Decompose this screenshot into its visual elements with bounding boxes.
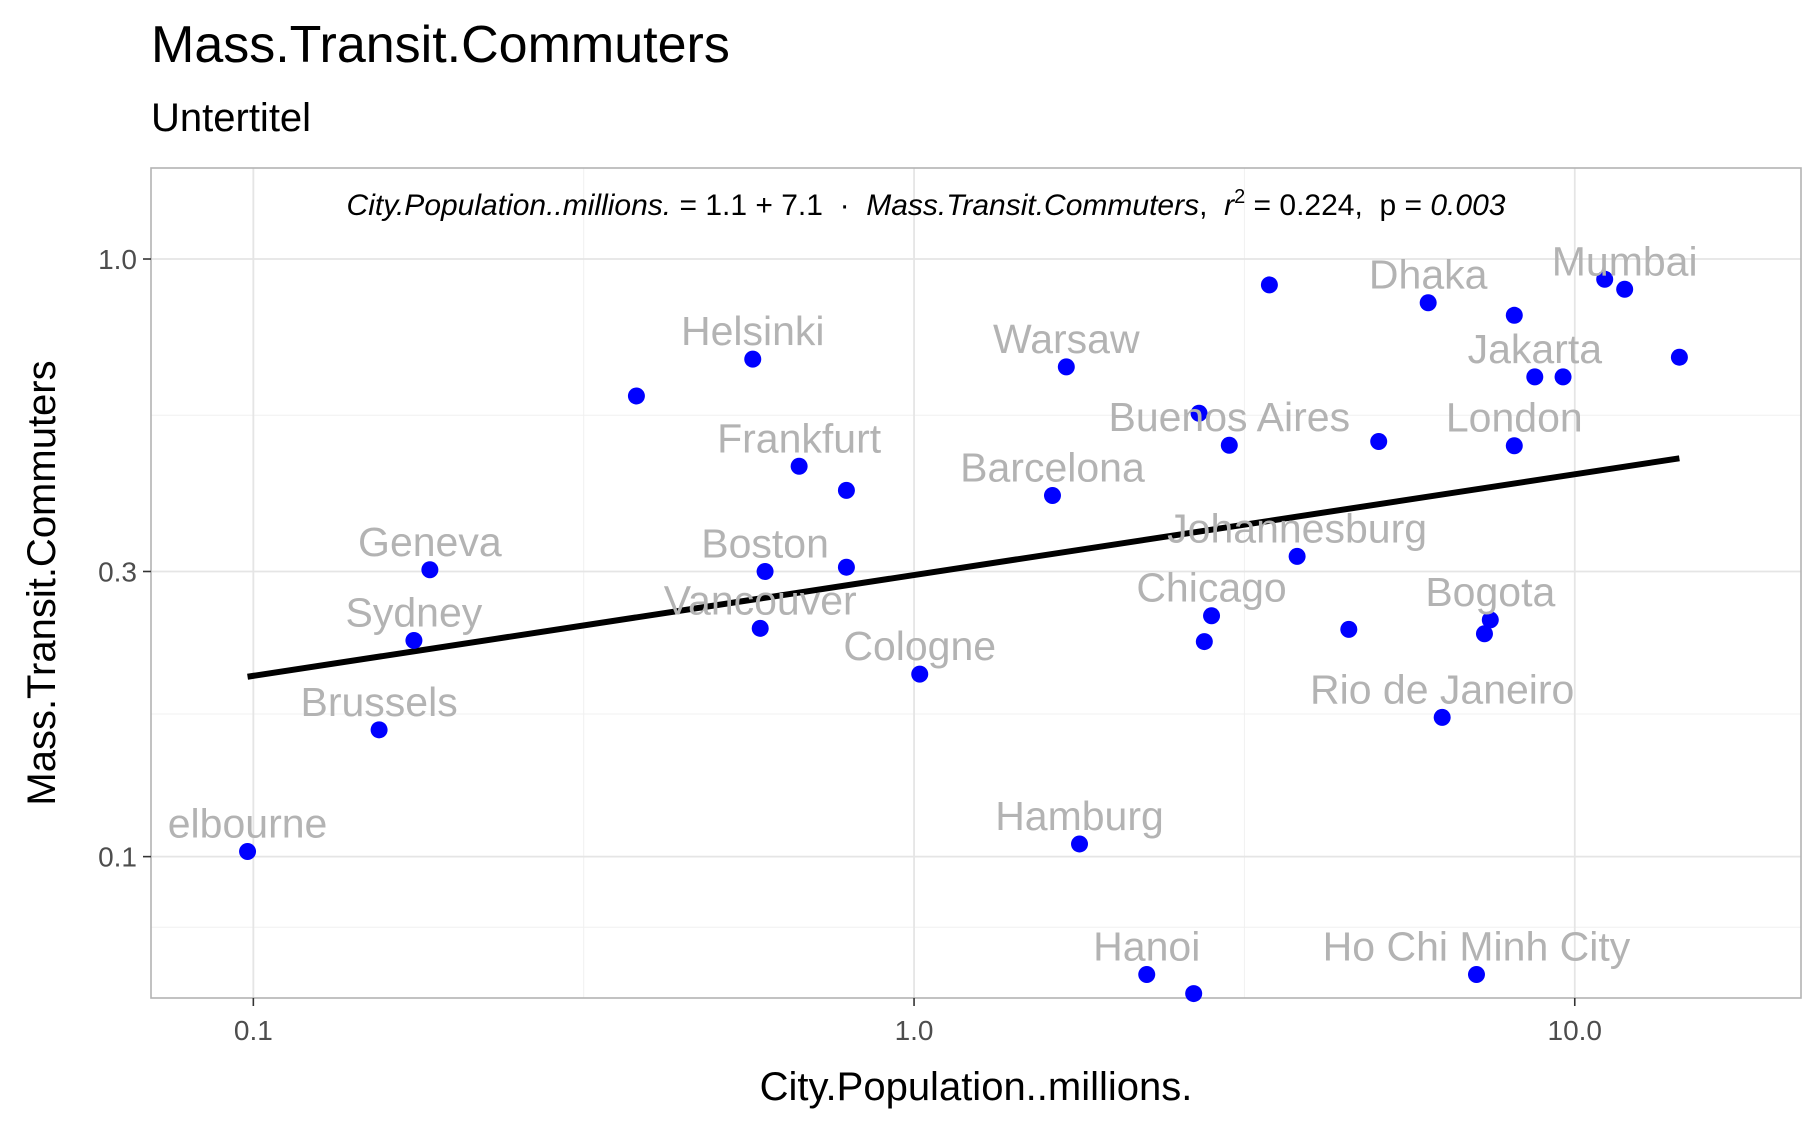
point-label: Bogota [1425,569,1555,615]
data-point [1481,611,1499,629]
point-label: Warsaw [993,316,1140,362]
point-label: Ho Chi Minh City [1323,923,1631,969]
point-label: Hanoi [1093,923,1200,969]
data-point [751,619,769,637]
data-point [1203,607,1221,625]
regression-annotation: City.Population..millions. = 1.1 + 7.1 ·… [347,186,1506,222]
point-label: Johannesburg [1167,505,1427,551]
point-label: Jakarta [1468,326,1603,372]
annotation-equation: = 1.1 + 7.1 · [671,189,866,222]
grid-major [151,168,1801,998]
point-label: Geneva [358,519,502,565]
point-label: Vancouver [664,577,857,623]
data-point [1288,547,1306,565]
grid-minor [151,168,1801,998]
annotation-p-value: 0.003 [1430,189,1505,222]
y-axis-title: Mass.Transit.Commuters [20,360,64,805]
plot-border [150,167,1802,999]
point-label: Chicago [1136,565,1286,611]
data-point [790,457,808,475]
y-tick-label: 0.3 [98,556,137,587]
data-point [837,558,855,576]
point-label: Cologne [843,623,996,669]
y-axis: 0.1 0.3 1.0 [98,244,151,873]
annotation-r-symbol: r [1224,189,1235,222]
data-point [911,665,929,683]
point-label: Brussels [300,679,457,725]
data-point [1370,433,1388,451]
data-point [1071,835,1089,853]
y-tick-label: 1.0 [98,244,137,275]
data-point [1057,358,1075,376]
annotation-rhs: Mass.Transit.Commuters [866,189,1199,222]
point-label: Helsinki [681,308,825,354]
annotation-separator: , [1199,189,1224,222]
data-point [1554,368,1572,386]
data-point [1190,404,1208,422]
data-point [1616,280,1634,298]
x-tick-label: 0.1 [234,1015,273,1046]
data-point [1475,625,1493,643]
data-point [1043,487,1061,505]
data-point [1138,965,1156,983]
point-labels: elbourne Brussels Sydney Geneva Helsinki Vanc… [168,238,1698,969]
data-point [627,387,645,405]
chart-subtitle: Untertitel [151,96,311,140]
plot-panel [151,168,1801,998]
point-label: Frankfurt [717,415,882,461]
y-tick-label: 0.1 [98,842,137,873]
point-label: Mumbai [1552,238,1698,284]
data-point [1185,985,1203,1003]
data-point [1505,306,1523,324]
point-label: Buenos Aires [1108,394,1350,440]
data-points [239,270,1688,1003]
data-point [1419,294,1437,312]
data-point [1467,965,1485,983]
data-point [405,631,423,649]
data-point [744,350,762,368]
annotation-lhs: City.Population..millions. [347,189,672,222]
point-label: elbourne [168,800,328,846]
point-label: Boston [701,520,829,566]
data-point [837,481,855,499]
point-label: Hamburg [995,793,1164,839]
data-point [1596,270,1614,288]
point-label: Dhaka [1369,252,1488,298]
data-point [1340,620,1358,638]
point-label: London [1446,395,1583,441]
x-axis-title: City.Population..millions. [760,1065,1193,1109]
point-label: Barcelona [960,445,1145,491]
data-point [239,842,257,860]
data-point [1195,633,1213,651]
x-axis: 0.1 1.0 10.0 [234,998,1602,1046]
data-point [421,561,439,579]
point-label: Rio de Janeiro [1310,666,1574,712]
data-point [1526,368,1544,386]
x-tick-label: 1.0 [895,1015,934,1046]
data-point [1260,276,1278,294]
data-point [1220,436,1238,454]
chart-title: Mass.Transit.Commuters [151,16,730,74]
point-label: Sydney [346,589,483,635]
data-point [1670,348,1688,366]
annotation-r-exponent: 2 [1234,186,1245,208]
annotation-r-value: = 0.224, p = [1245,189,1430,222]
data-point [1505,437,1523,455]
data-point [370,721,388,739]
data-point [1433,708,1451,726]
regression-line [247,455,1680,680]
data-point [756,562,774,580]
x-tick-label: 10.0 [1548,1015,1603,1046]
